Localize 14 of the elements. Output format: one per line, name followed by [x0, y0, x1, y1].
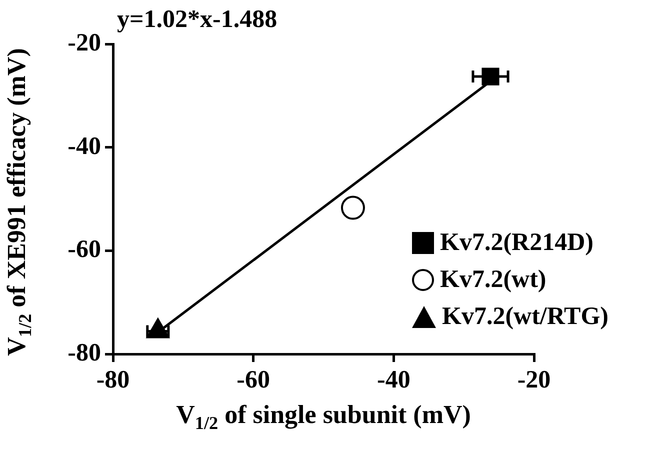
legend-label: Kv7.2(R214D)	[440, 228, 594, 256]
y-tick-label: -80	[68, 339, 101, 366]
y-tick-label: -60	[68, 236, 101, 264]
x-tick-label: -40	[377, 366, 410, 394]
x-tick-label: -20	[517, 366, 551, 394]
legend-label: Kv7.2(wt/RTG)	[442, 302, 608, 330]
y-tick-label: -40	[68, 132, 101, 160]
text: y=1.02*x-1.488	[117, 6, 278, 34]
x-tick-label: -60	[236, 366, 270, 394]
x-axis-title: V$_{1/2}$ of single subunit (mV)	[175, 400, 472, 434]
legend-label: Kv7.2(wt)	[440, 266, 546, 294]
y-tick-label: -20	[68, 29, 101, 56]
point	[340, 196, 365, 220]
x-tick-label: -80	[96, 366, 130, 394]
